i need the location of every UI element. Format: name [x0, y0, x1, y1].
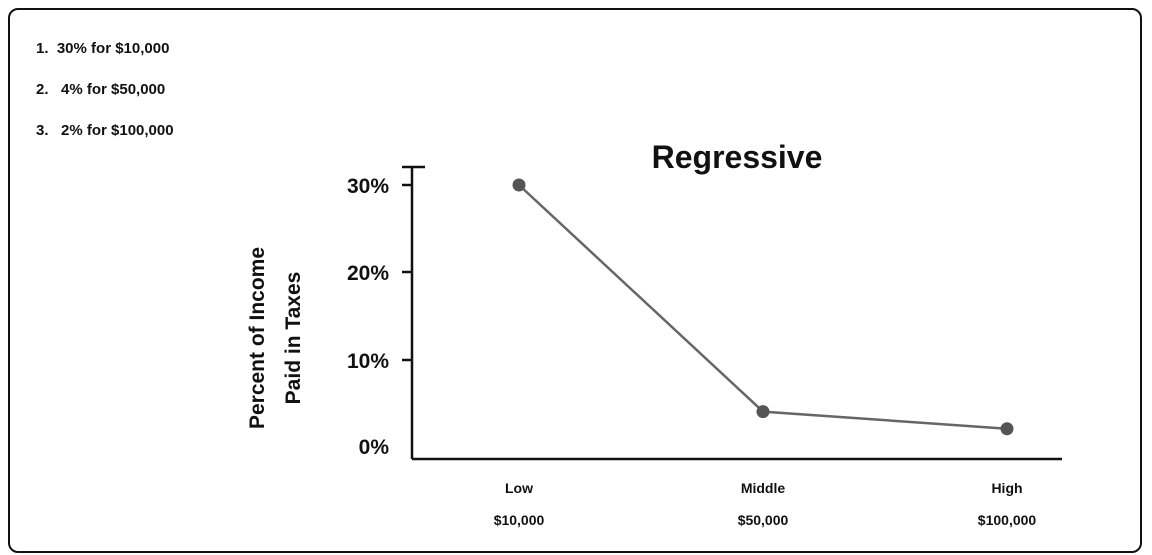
x-category-sublabel: $10,000	[494, 512, 545, 528]
data-point	[756, 405, 770, 419]
x-category-label: Middle	[741, 480, 786, 496]
chart-title: Regressive	[652, 139, 823, 175]
x-category-sublabel: $50,000	[738, 512, 789, 528]
data-point	[1000, 422, 1014, 436]
y-axis-ticks: 0% 10% 20% 30%	[347, 175, 412, 459]
rate-note-3: 3. 2% for $100,000	[36, 122, 174, 139]
y-axis-label-line-2: Paid in Taxes	[282, 272, 305, 405]
y-tick-label: 10%	[347, 350, 389, 373]
chart-frame	[8, 8, 1142, 553]
x-category-label: High	[991, 480, 1022, 496]
rate-notes-list: 1. 30% for $10,000 2. 4% for $50,000 3. …	[36, 40, 174, 163]
series-line	[512, 178, 1014, 436]
x-category-label: Low	[505, 480, 533, 496]
rate-note-1: 1. 30% for $10,000	[36, 40, 170, 57]
y-tick-label: 20%	[347, 262, 389, 285]
data-point	[512, 178, 526, 192]
y-tick-label: 0%	[359, 436, 390, 459]
rate-note-2: 2. 4% for $50,000	[36, 81, 166, 98]
x-category-sublabel: $100,000	[978, 512, 1037, 528]
chart-axes	[402, 165, 1062, 461]
y-tick-label: 30%	[347, 175, 389, 198]
data-line	[518, 184, 1008, 431]
x-axis-labels: Low $10,000 Middle $50,000 High $100,000	[494, 480, 1037, 528]
y-axis-label-line-1: Percent of Income	[246, 247, 269, 429]
